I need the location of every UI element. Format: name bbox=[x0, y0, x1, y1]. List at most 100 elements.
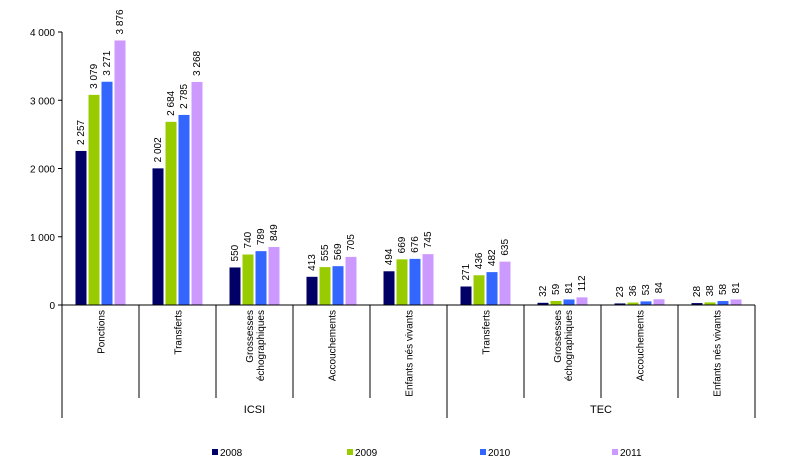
category-label-line: Grossesses bbox=[245, 310, 256, 363]
legend: 2008 2009 2010 2011 bbox=[212, 448, 642, 459]
bars: 2 257 2 002 550 413 494 271 32 23 28 3 079 2 684 74… bbox=[75, 9, 742, 306]
bar bbox=[268, 247, 280, 305]
bar bbox=[486, 272, 498, 305]
data-label: 3 271 bbox=[102, 50, 113, 75]
data-label: 740 bbox=[243, 231, 254, 248]
bar bbox=[614, 303, 626, 305]
legend-swatch bbox=[480, 449, 486, 455]
data-label: 705 bbox=[346, 234, 357, 251]
data-label: 436 bbox=[474, 252, 485, 269]
bar bbox=[332, 266, 344, 305]
y-tick-label: 4 000 bbox=[30, 28, 55, 39]
data-label: 2 002 bbox=[153, 137, 164, 162]
bar bbox=[178, 114, 190, 305]
data-label: 2 785 bbox=[179, 83, 190, 108]
data-label: 789 bbox=[256, 228, 267, 245]
bar bbox=[165, 121, 177, 305]
bar bbox=[640, 301, 652, 305]
bar bbox=[255, 251, 267, 305]
bar bbox=[653, 299, 665, 305]
category-label: Accouchements bbox=[636, 310, 647, 381]
legend-label: 2008 bbox=[220, 448, 243, 459]
group-label: ICSI bbox=[244, 404, 265, 416]
category-label-line: Transferts bbox=[482, 310, 493, 355]
bar bbox=[306, 276, 318, 305]
bar bbox=[499, 261, 511, 305]
category-label: Enfants nés vivants bbox=[405, 310, 416, 397]
y-tick-label: 3 000 bbox=[30, 96, 55, 107]
data-label: 413 bbox=[307, 254, 318, 271]
bar bbox=[691, 303, 703, 305]
bar bbox=[152, 168, 164, 305]
category-label-line: échographiques bbox=[564, 310, 575, 381]
bar bbox=[730, 299, 742, 305]
legend-label: 2009 bbox=[355, 448, 378, 459]
category-label-line: Enfants nés vivants bbox=[713, 310, 724, 397]
data-label: 58 bbox=[718, 283, 729, 295]
category-label: Grossesseséchographiques bbox=[245, 310, 267, 381]
bar bbox=[704, 302, 716, 305]
bar bbox=[242, 254, 254, 305]
category-label: Transferts bbox=[482, 310, 493, 355]
data-label: 494 bbox=[384, 248, 395, 265]
data-label: 32 bbox=[538, 285, 549, 297]
bar bbox=[717, 301, 729, 305]
data-label: 2 257 bbox=[76, 119, 87, 144]
category-label: Enfants nés vivants bbox=[713, 310, 724, 397]
data-label: 38 bbox=[705, 285, 716, 297]
data-label: 2 684 bbox=[166, 90, 177, 115]
bar bbox=[345, 256, 357, 305]
bar bbox=[114, 40, 126, 305]
data-label: 745 bbox=[423, 231, 434, 248]
category-label-line: Accouchements bbox=[328, 310, 339, 381]
bar bbox=[75, 150, 87, 305]
bar bbox=[460, 286, 472, 305]
bar bbox=[550, 300, 562, 305]
category-label: Transferts bbox=[174, 310, 185, 355]
data-label: 81 bbox=[564, 282, 575, 294]
category-label-line: Enfants nés vivants bbox=[405, 310, 416, 397]
bar bbox=[383, 271, 395, 305]
data-label: 482 bbox=[487, 249, 498, 266]
bar bbox=[229, 267, 241, 305]
data-label: 635 bbox=[500, 239, 511, 256]
data-label: 36 bbox=[628, 285, 639, 297]
bar bbox=[101, 81, 113, 306]
bar bbox=[396, 259, 408, 305]
data-label: 669 bbox=[397, 236, 408, 253]
bar bbox=[191, 81, 203, 305]
data-label: 84 bbox=[654, 282, 665, 294]
category-label-line: échographiques bbox=[256, 310, 267, 381]
data-label: 53 bbox=[641, 284, 652, 296]
category-label-line: Accouchements bbox=[636, 310, 647, 381]
y-axis: 0 1 000 2 000 3 000 4 000 bbox=[30, 28, 63, 312]
category-label-line: Transferts bbox=[174, 310, 185, 355]
y-tick-label: 2 000 bbox=[30, 165, 55, 176]
data-label: 59 bbox=[551, 283, 562, 295]
y-tick-label: 1 000 bbox=[30, 233, 55, 244]
data-label: 28 bbox=[692, 286, 703, 298]
bar bbox=[563, 299, 575, 305]
bar bbox=[88, 94, 100, 306]
legend-swatch bbox=[212, 449, 218, 455]
bar bbox=[537, 302, 549, 305]
bar bbox=[576, 297, 588, 305]
bar bbox=[422, 254, 434, 305]
data-label: 112 bbox=[577, 275, 588, 291]
bar bbox=[473, 275, 485, 305]
legend-swatch bbox=[612, 449, 618, 455]
x-axis: Ponctions Transferts Grossesseséchographiq… bbox=[61, 304, 756, 418]
bar bbox=[319, 267, 331, 305]
data-label: 676 bbox=[410, 236, 421, 253]
category-label: Grossesseséchographiques bbox=[553, 310, 575, 381]
legend-label: 2010 bbox=[488, 448, 511, 459]
data-label: 271 bbox=[461, 263, 472, 280]
data-label: 849 bbox=[269, 224, 280, 241]
category-label: Accouchements bbox=[328, 310, 339, 381]
legend-swatch bbox=[347, 449, 353, 455]
category-label-line: Ponctions bbox=[97, 310, 108, 354]
category-label-line: Grossesses bbox=[553, 310, 564, 363]
category-label: Ponctions bbox=[97, 310, 108, 354]
group-label: TEC bbox=[590, 404, 612, 416]
